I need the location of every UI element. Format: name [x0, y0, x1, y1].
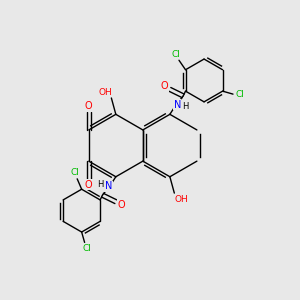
Text: H: H	[182, 102, 188, 111]
Text: Cl: Cl	[71, 168, 80, 177]
Text: O: O	[85, 101, 93, 111]
Text: O: O	[85, 180, 93, 190]
Text: OH: OH	[175, 194, 189, 203]
Text: N: N	[105, 181, 112, 191]
Text: N: N	[174, 100, 181, 110]
Text: H: H	[97, 180, 103, 189]
Text: O: O	[117, 200, 125, 210]
Text: O: O	[161, 81, 168, 92]
Text: Cl: Cl	[82, 244, 91, 253]
Text: Cl: Cl	[172, 50, 180, 59]
Text: Cl: Cl	[236, 90, 244, 99]
Text: OH: OH	[98, 88, 112, 97]
